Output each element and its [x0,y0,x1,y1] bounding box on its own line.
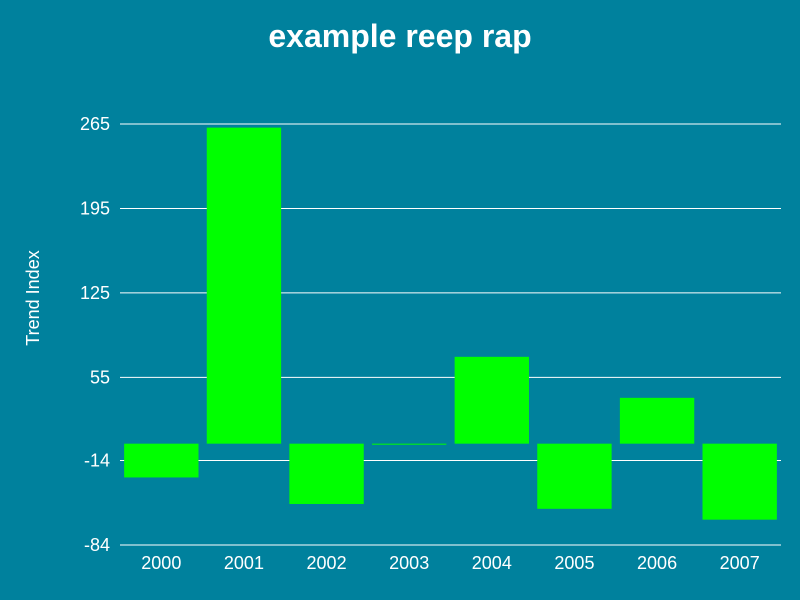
x-tick-label: 2007 [720,553,760,573]
x-tick-label: 2001 [224,553,264,573]
bar-2004 [454,356,529,444]
y-tick-label: 125 [80,283,110,303]
chart-title: example reep rap [268,18,531,54]
bar-2002 [289,443,364,504]
y-tick-label: 265 [80,114,110,134]
bar-2001 [206,127,282,444]
bar-2006 [619,397,695,444]
y-tick-label: 55 [90,367,110,387]
x-tick-label: 2003 [389,553,429,573]
y-tick-label: 195 [80,198,110,218]
x-tick-labels: 2000 2001 2002 2003 2004 2005 2006 2007 [141,553,759,573]
bar-2000 [124,443,199,478]
y-tick-labels: -84 -14 55 125 195 265 [80,114,110,555]
bar-2007 [702,443,777,520]
bars [124,127,777,520]
x-tick-label: 2004 [472,553,512,573]
bar-2003 [372,443,447,445]
x-tick-label: 2002 [307,553,347,573]
y-tick-label: -14 [84,451,110,471]
x-tick-label: 2000 [141,553,181,573]
y-axis-label: Trend Index [23,250,43,345]
y-tick-label: -84 [84,535,110,555]
x-tick-label: 2005 [554,553,594,573]
x-tick-label: 2006 [637,553,677,573]
bar-2005 [537,443,612,509]
